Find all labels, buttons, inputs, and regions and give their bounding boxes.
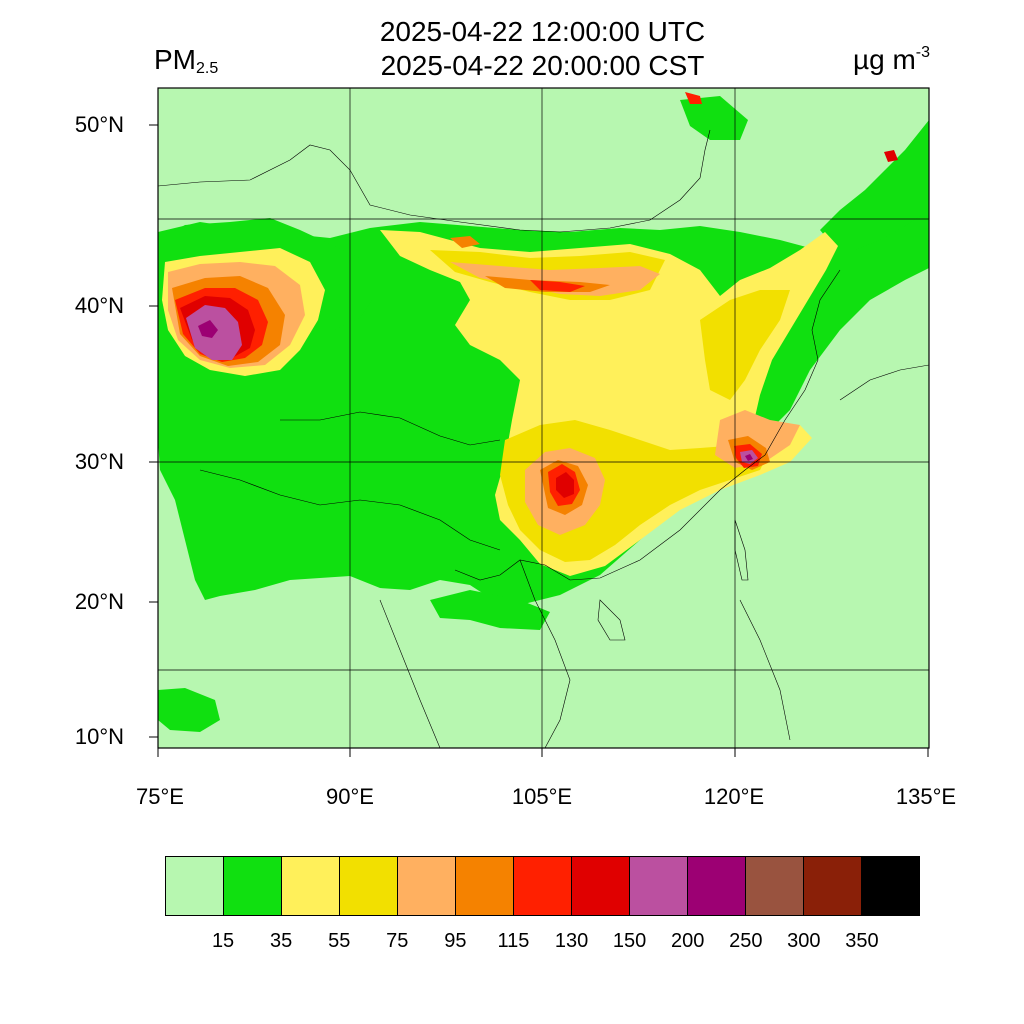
colorbar-swatch-6 [514,857,572,915]
lon-label-105e: 105°E [511,784,573,809]
colorbar-swatch-4 [398,857,456,915]
graticule [158,88,929,748]
colorbar-swatch-12 [862,857,919,915]
green-band-northeast-tip [680,96,748,140]
variable-name: PM [154,44,196,75]
axis-ticks [149,124,929,757]
map-title-utc: 2025-04-22 12:00:00 UTC [379,16,706,47]
gold-north-plain [700,290,790,400]
purple-shanghai [745,454,753,461]
colorbar-swatch-10 [746,857,804,915]
colorbar-swatch-0 [166,857,224,915]
units-base: µg m [852,44,916,75]
lon-label-120e: 120°E [703,784,765,809]
colorbar-tick-label: 35 [270,930,293,952]
colorbar-swatch-9 [688,857,746,915]
units-label: µg m-3 [853,44,930,76]
colorbar-tick-label: 95 [444,930,467,952]
lat-label-30n: 30°N [74,449,124,474]
lat-label-10n: 10°N [74,724,124,749]
variable-subscript: 2.5 [196,60,219,77]
colorbar-swatch-8 [630,857,688,915]
orange-light-inner-mongolia [450,262,660,296]
colorbar-swatch-2 [282,857,340,915]
colorbar-tick-label: 200 [671,930,705,952]
lat-label-50n: 50°N [74,112,124,137]
colorbar-tick-label: 300 [787,930,821,952]
lon-label-75e: 75°E [136,784,184,809]
lon-label-135e: 135°E [895,784,957,809]
variable-label: PM2.5 [154,44,218,78]
colorbar-tick-label: 150 [612,930,647,952]
colorbar-swatch-11 [804,857,862,915]
lon-label-90e: 90°E [326,784,374,809]
colorbar-tick-label: 130 [554,930,589,952]
colorbar-swatch-5 [456,857,514,915]
map-frame [157,87,930,749]
hotspot-northeast-orange [685,92,702,104]
boundaries [158,129,929,748]
colorbar-swatch-1 [224,857,282,915]
darkred-sichuan [556,472,574,498]
pollution-fields [158,88,929,748]
colorbar-tick-label: 250 [729,930,763,952]
units-exponent: -3 [915,44,930,61]
purple-northwest-core [198,320,218,338]
hotspot-far-east-red [884,150,898,162]
red-mongolia-spot [530,280,585,292]
lat-label-40n: 40°N [74,293,124,318]
lat-label-20n: 20°N [74,589,124,614]
green-band-south-islands [430,590,550,630]
colorbar-tick-label: 15 [211,930,235,952]
colorbar-tick-label: 350 [845,930,879,952]
green-band-southwest [158,688,220,732]
hotspot-mongolia-north [450,236,480,248]
colorbar-tick-label: 75 [386,930,409,952]
colorbar-swatch-3 [340,857,398,915]
colorbar-tick-label: 115 [497,930,530,952]
colorbar-swatch-7 [572,857,630,915]
colorbar [165,856,920,916]
green-band-northeast [820,120,929,250]
map-title-cst: 2025-04-22 20:00:00 CST [380,50,705,81]
colorbar-tick-label: 55 [328,930,351,952]
